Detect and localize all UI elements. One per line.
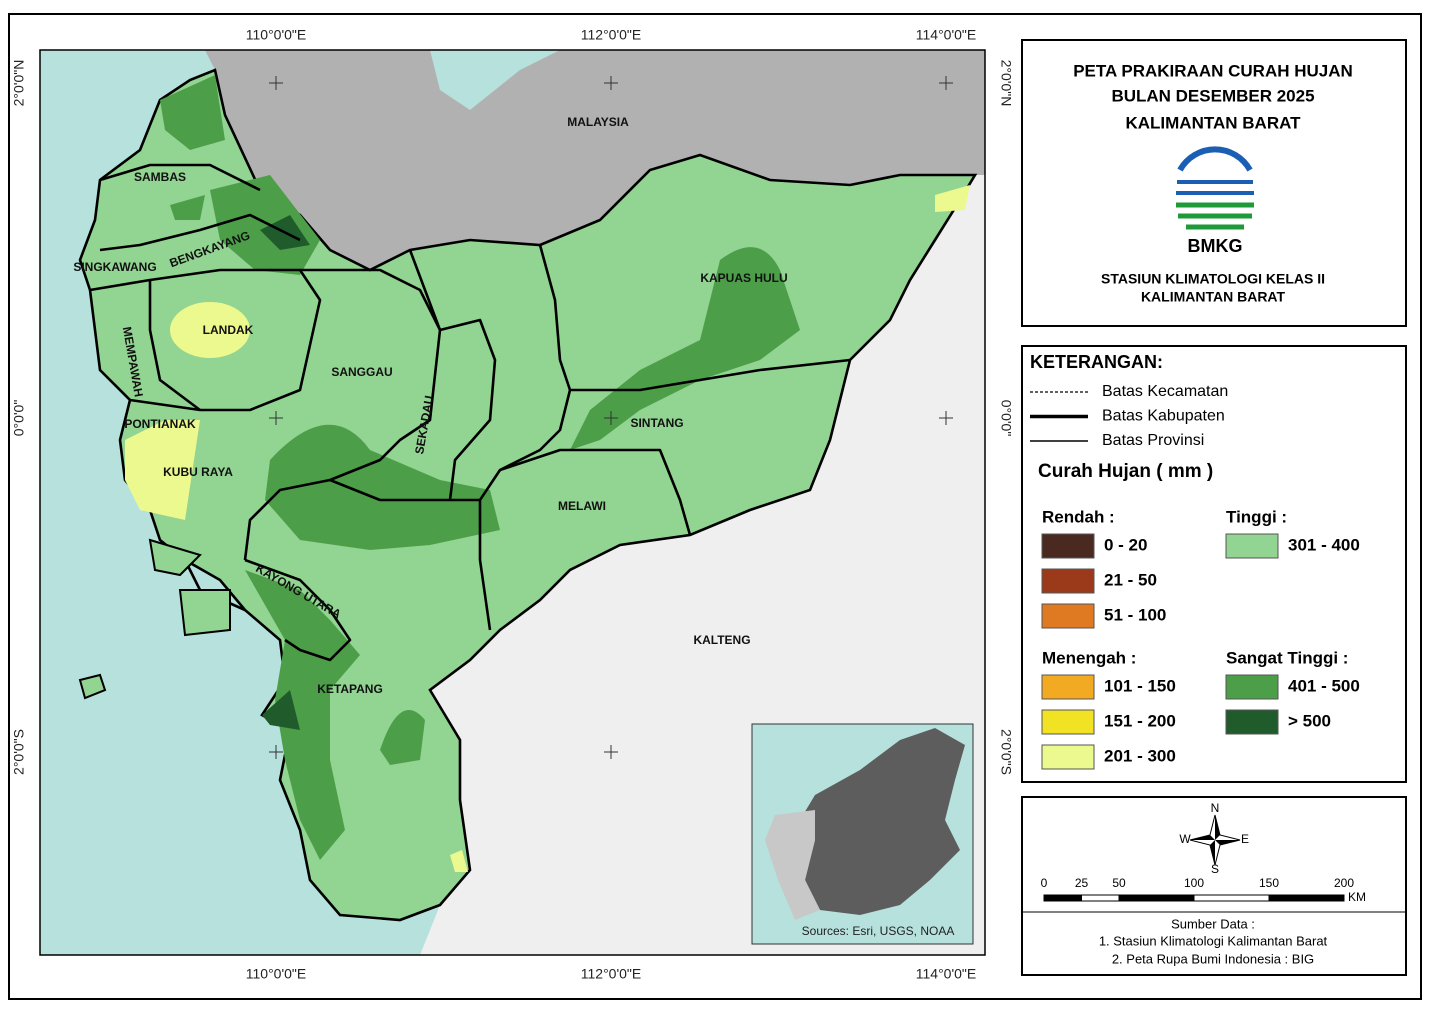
scale-unit: KM [1348,890,1366,904]
compass-label: W [1179,832,1191,846]
swatch [1041,603,1095,629]
scale-label: 0 [1041,876,1048,890]
title-line: BULAN DESEMBER 2025 [1111,86,1314,105]
class-label: 101 - 150 [1104,676,1176,695]
moderate-zones [125,185,970,872]
coord-label: 112°0'0"E [581,27,641,43]
bmkg-logo [1175,146,1255,233]
class-label: 21 - 50 [1104,570,1157,589]
coord-label: 2°0'0"S [11,729,27,775]
malaysia [205,50,985,270]
region-label: MELAWI [558,499,606,513]
swatch [1225,709,1279,735]
swatch [1225,533,1279,559]
line-label: Batas Provinsi [1102,432,1204,449]
rain-title: Curah Hujan ( mm ) [1038,461,1213,482]
compass-label: S [1211,862,1219,876]
logo-text: BMKG [1188,236,1243,256]
region-label: PONTIANAK [124,417,196,431]
compass-label: E [1241,832,1249,846]
class-label: 301 - 400 [1288,535,1360,554]
title-line: KALIMANTAN BARAT [1125,113,1301,132]
scale-label: 100 [1184,876,1204,890]
swatch [1041,674,1095,700]
region-label: KETAPANG [317,682,383,696]
scale-label: 50 [1112,876,1126,890]
scale-label: 25 [1075,876,1089,890]
region-label: SINGKAWANG [73,260,156,274]
sources-heading: Sumber Data : [1171,916,1255,931]
scale-segment [1118,894,1195,902]
class-label: > 500 [1288,711,1331,730]
class-label: 0 - 20 [1104,535,1147,554]
source-item: 2. Peta Rupa Bumi Indonesia : BIG [1112,951,1314,966]
compass [1189,814,1241,866]
coordinate-labels: 110°0'0"E 112°0'0"E 114°0'0"E 110°0'0"E 112°… [11,27,1015,982]
scale-segment [1043,894,1082,902]
region-label: KUBU RAYA [163,465,233,479]
region-label: SINTANG [630,416,683,430]
swatch [1225,674,1279,700]
compass-label: N [1211,801,1220,815]
inset-map: Sources: Esri, USGS, NOAA [751,723,974,945]
region-label: MALAYSIA [567,115,629,129]
scale-segment [1081,894,1120,902]
inset-source: Sources: Esri, USGS, NOAA [802,924,955,938]
scale-segment [1193,894,1270,902]
swatch [1041,568,1095,594]
scale-segment [1268,894,1345,902]
class-label: 201 - 300 [1104,746,1176,765]
source-item: 1. Stasiun Klimatologi Kalimantan Barat [1099,933,1328,948]
coord-label: 0°0'0" [998,400,1014,437]
coord-label: 0°0'0" [11,400,27,437]
coord-label: 114°0'0"E [916,27,976,43]
group-name: Tinggi : [1226,507,1287,526]
coord-label: 110°0'0"E [246,966,306,982]
class-label: 51 - 100 [1104,605,1166,624]
swatch [1041,709,1095,735]
class-label: 151 - 200 [1104,711,1176,730]
islands [78,538,231,700]
region-label: SANGGAU [331,365,392,379]
legend: Batas Kecamatan Batas Kabupaten Batas Prov… [1030,383,1360,770]
scale-label: 150 [1259,876,1279,890]
coord-label: 114°0'0"E [916,966,976,982]
legend-box [1021,345,1407,783]
swatch [1041,533,1095,559]
line-label: Batas Kabupaten [1102,408,1225,425]
swatch [1041,744,1095,770]
coord-label: 2°0'0"N [11,60,27,107]
map-frame [39,49,986,956]
region-label: SAMBAS [134,170,186,184]
group-name: Rendah : [1042,507,1115,526]
scale-box [1021,796,1407,976]
coord-label: 2°0'0"S [998,729,1014,775]
high-rain-zones [160,75,800,860]
region-label: KAPUAS HULU [700,271,787,285]
region-label: KALTENG [693,633,750,647]
coord-label: 110°0'0"E [246,27,306,43]
legend-heading: KETERANGAN: [1030,352,1163,372]
coord-label: 2°0'0"N [998,60,1014,107]
line-label: Batas Kecamatan [1102,383,1228,400]
graticule [269,76,953,759]
group-name: Menengah : [1042,648,1136,667]
coord-label: 112°0'0"E [581,966,641,982]
scale-label: 200 [1334,876,1354,890]
station-line: KALIMANTAN BARAT [1141,289,1286,305]
group-name: Sangat Tinggi : [1226,648,1348,667]
map-area: Sources: Esri, USGS, NOAA [40,50,985,955]
class-label: 401 - 500 [1288,676,1360,695]
station-line: STASIUN KLIMATOLOGI KELAS II [1101,271,1325,287]
title-line: PETA PRAKIRAAN CURAH HUJAN [1073,61,1353,80]
region-label: LANDAK [203,323,254,337]
